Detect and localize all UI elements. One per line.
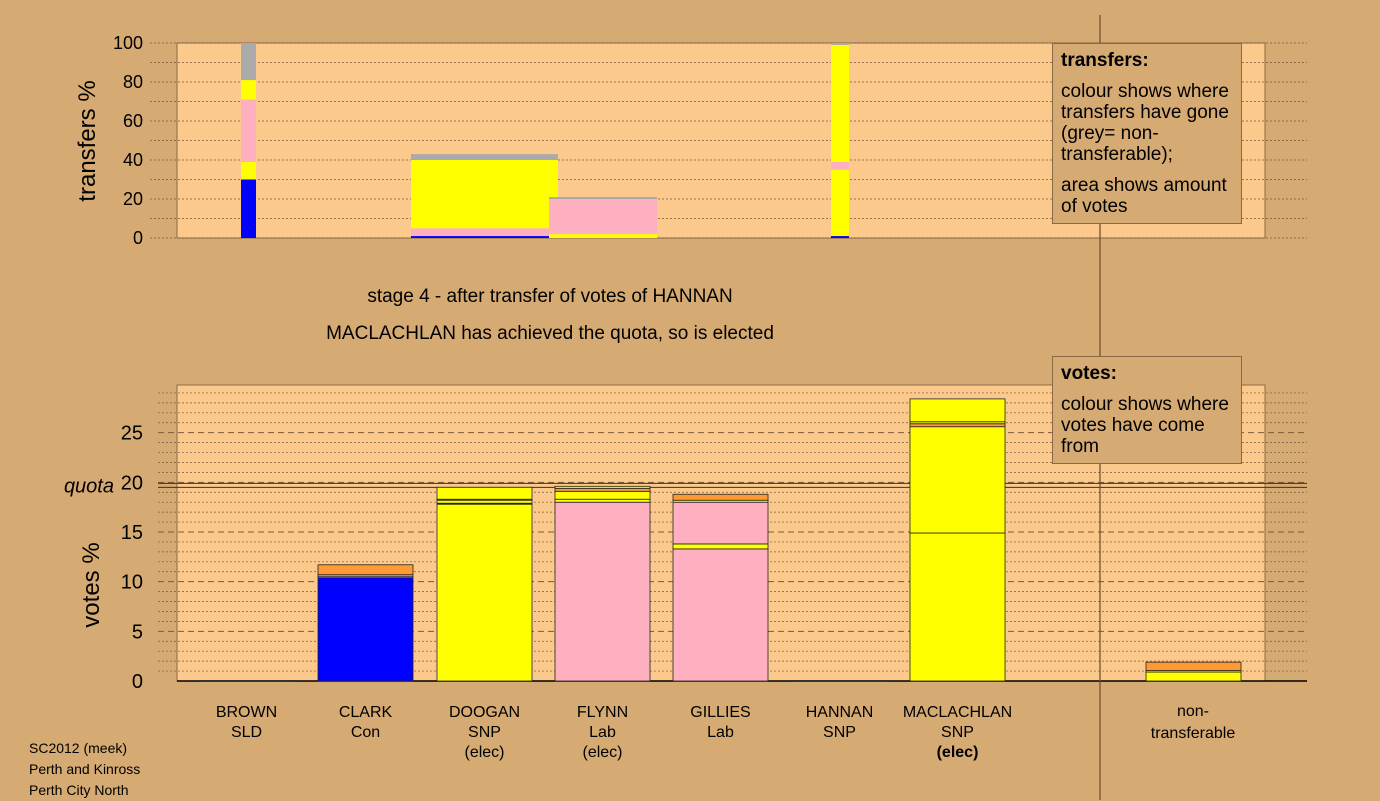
votes-legend-title: votes: [1061,363,1117,384]
transfer-segment-flynn [549,234,657,238]
vote-segment-nontransferable [1145,671,1242,682]
candidate-party: Con [351,724,380,741]
transfers-legend: transfers: colour shows where transfers … [1052,43,1242,224]
transfer-segment-doogan [411,236,558,238]
quota-label: quota [64,475,114,497]
transfer-segment-brown [241,99,256,162]
candidate-party: Lab [707,724,734,741]
transfers-y-tick: 100 [113,33,143,53]
votes-y-tick: 10 [121,572,143,594]
vote-segment-gillies [672,493,769,501]
vote-segment-flynn [554,498,651,503]
vote-segment-maclachlan [909,398,1006,423]
transfers-legend-line2: area shows amount of votes [1061,175,1227,217]
candidate-name: BROWN [216,704,277,721]
transfer-segment-doogan [411,154,558,160]
stage-caption: stage 4 - after transfer of votes of HAN… [367,286,733,307]
transfer-segment-brown [241,179,256,238]
transfers-y-axis-label: transfers % [74,80,101,201]
candidate-name: HANNAN [806,704,874,721]
vote-segment-clark [317,564,414,576]
transfer-segment-flynn [549,197,657,199]
elected-caption: MACLACHLAN has achieved the quota, so is… [326,323,774,344]
candidate-status: (elec) [937,744,979,761]
vote-segment-flynn [554,501,651,682]
vote-segment-maclachlan [909,423,1006,428]
vote-segment-gillies [672,548,769,682]
transfers-legend-line1: colour shows where transfers have gone (… [1061,81,1229,165]
candidate-party: SLD [231,724,262,741]
transfer-segment-doogan [411,160,558,229]
vote-segment-maclachlan [909,532,1006,682]
candidate-party: SNP [823,724,856,741]
transfers-legend-title: transfers: [1061,50,1149,71]
transfer-segment-hannan [831,44,849,162]
candidate-status: (elec) [464,744,504,761]
transfers-y-tick: 40 [123,150,143,170]
votes-y-tick: 25 [121,423,143,445]
vote-segment-flynn [554,487,651,492]
vote-segment-flynn [554,490,651,500]
transfer-segment-doogan [411,228,558,237]
transfer-segment-hannan [831,169,849,237]
vote-segment-maclachlan [909,426,1006,534]
candidate-name: GILLIES [690,704,750,721]
votes-y-axis-label: votes % [78,542,105,627]
transfer-segment-hannan [831,43,849,45]
votes-legend-line1: colour shows where votes have come from [1061,394,1229,457]
transfers-y-tick: 0 [133,228,143,248]
candidate-name: CLARK [339,704,393,721]
vote-segment-doogan [436,486,533,500]
candidate-name: DOOGAN [449,704,520,721]
candidate-status: (elec) [582,744,622,761]
votes-y-tick: 0 [132,671,143,693]
vote-segment-doogan [436,503,533,682]
candidate-party: SNP [941,724,974,741]
nontransferable-label: transferable [1151,725,1236,742]
transfer-segment-flynn [549,199,657,235]
nontransferable-label: non- [1177,703,1209,720]
transfers-y-tick: 60 [123,111,143,131]
candidate-party: SNP [468,724,501,741]
vote-segment-doogan [436,499,533,504]
vote-segment-gillies [672,501,769,545]
vote-segment-gillies [672,543,769,550]
transfer-segment-brown [241,43,256,81]
transfer-segment-hannan [831,161,849,170]
candidate-name: FLYNN [577,704,628,721]
source-line-1: SC2012 (meek) [29,740,128,756]
transfer-segment-brown [241,161,256,180]
transfers-y-tick: 20 [123,189,143,209]
transfer-segment-brown [241,80,256,100]
candidate-party: Lab [589,724,616,741]
vote-segment-clark [317,577,414,682]
vote-segment-flynn [554,485,651,489]
transfer-segment-hannan [831,236,849,238]
transfers-y-tick: 80 [123,72,143,92]
votes-legend: votes: colour shows where votes have com… [1052,356,1242,464]
vote-segment-nontransferable [1145,661,1242,671]
votes-y-tick: 15 [121,522,143,544]
votes-y-tick: 20 [121,472,143,494]
candidate-name: MACLACHLAN [903,704,1012,721]
source-line-2: Perth and Kinross [29,761,141,777]
source-line-3: Perth City North [29,782,129,798]
votes-y-tick: 5 [132,621,143,643]
